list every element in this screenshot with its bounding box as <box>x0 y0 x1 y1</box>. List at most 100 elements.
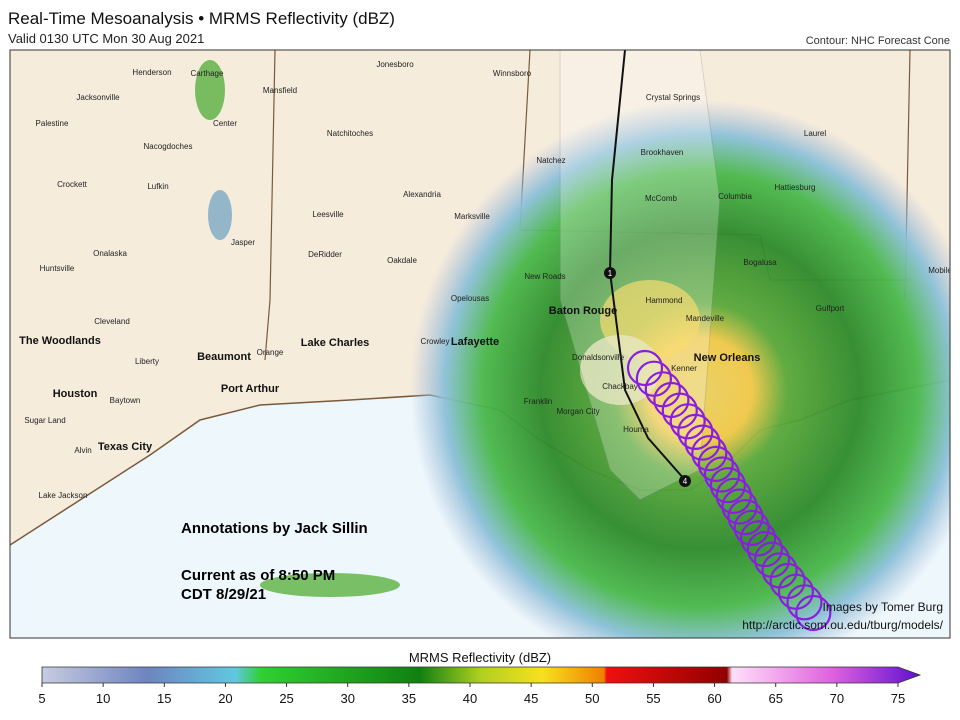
radar-band <box>260 573 400 597</box>
city-labels: Vicksburg Jackson Henderson Carthage Jonesbo… <box>19 21 952 500</box>
storm-circle <box>697 445 734 482</box>
colorbar-tick-label: 50 <box>585 691 599 706</box>
city-label: The Woodlands <box>19 335 101 347</box>
city-label: Mobile <box>928 266 952 275</box>
colorbar-title: MRMS Reflectivity (dBZ) <box>409 650 551 665</box>
storm-circle <box>739 520 777 557</box>
city-label: Cleveland <box>94 317 130 326</box>
city-label: Baytown <box>110 396 141 405</box>
city-label: Crystal Springs <box>646 93 700 102</box>
storm-circle <box>721 488 758 525</box>
colorbar-tick-label: 10 <box>96 691 110 706</box>
city-label: Liberty <box>135 357 159 366</box>
colorbar-tick-label: 75 <box>891 691 905 706</box>
colorbar <box>41 666 922 684</box>
city-label: Huntsville <box>40 264 75 273</box>
city-label: Jonesboro <box>376 60 414 69</box>
city-label: Jackson <box>673 21 702 30</box>
city-label: Laurel <box>804 129 826 138</box>
storm-circle <box>795 594 832 632</box>
radar-echo <box>410 100 950 638</box>
colorbar-tick-label: 70 <box>830 691 844 706</box>
city-label: Donaldsonville <box>572 353 625 362</box>
colorbar-tick-label: 35 <box>402 691 416 706</box>
city-label: Oakdale <box>387 256 417 265</box>
city-label: Hammond <box>646 296 683 305</box>
city-label: Lufkin <box>147 182 168 191</box>
colorbar-tick-label: 20 <box>218 691 232 706</box>
city-label: New Roads <box>524 272 565 281</box>
colorbar-tick-label: 5 <box>38 691 45 706</box>
storm-circle <box>684 424 721 461</box>
radar-cell <box>195 60 225 120</box>
track-point <box>679 475 691 487</box>
city-label: Crockett <box>57 180 88 189</box>
map: 1 4 Vicksburg Jackson Henderson Carthage Jon… <box>10 21 952 638</box>
city-label: Nacogdoches <box>144 142 193 151</box>
city-label: Jacksonville <box>76 93 120 102</box>
storm-circle <box>691 435 728 472</box>
city-label: Hattiesburg <box>775 183 816 192</box>
city-label: Center <box>213 119 237 128</box>
city-label: Marksville <box>454 212 490 221</box>
colorbar-tick-label: 25 <box>279 691 293 706</box>
city-label: Alvin <box>74 446 91 455</box>
track-point-label: 1 <box>608 269 613 278</box>
storm-circle <box>715 477 752 514</box>
city-label: Vicksburg <box>593 21 628 30</box>
city-label: Opelousas <box>451 294 489 303</box>
storm-circle <box>677 413 714 450</box>
city-label: Orange <box>257 348 284 357</box>
contour-note: Contour: NHC Forecast Cone <box>806 35 950 47</box>
radar-cell <box>208 190 232 240</box>
track-point-label: 4 <box>683 477 688 486</box>
colorbar-tick-label: 15 <box>157 691 171 706</box>
colorbar-tick-label: 65 <box>768 691 782 706</box>
city-label: Natchez <box>536 156 565 165</box>
city-label: DeRidder <box>308 250 342 259</box>
credit: Images by Tomer Burg <box>823 600 944 614</box>
city-label: Port Arthur <box>221 383 280 395</box>
city-label: Morgan City <box>556 407 599 416</box>
colorbar-tick-label: 30 <box>340 691 354 706</box>
city-label: Chackbay <box>602 382 638 391</box>
city-label: Crowley <box>421 337 450 346</box>
colorbar-tick-label: 60 <box>707 691 721 706</box>
track-point <box>604 267 616 279</box>
city-label: Lafayette <box>451 336 499 348</box>
city-label: Carthage <box>191 69 224 78</box>
city-label: Columbia <box>718 192 752 201</box>
map-frame <box>9 49 951 639</box>
city-label: Lake Jackson <box>39 491 88 500</box>
city-label: Henderson <box>132 68 171 77</box>
city-label: Kenner <box>671 364 697 373</box>
storm-circle <box>703 456 741 493</box>
city-label: Alexandria <box>403 190 441 199</box>
city-label: Brookhaven <box>641 148 684 157</box>
colorbar-tick-label: 40 <box>463 691 477 706</box>
colorbar-tick-label: 55 <box>646 691 660 706</box>
annotation: Annotations by Jack Sillin <box>181 520 368 537</box>
city-label: Texas City <box>98 441 153 453</box>
colorbar-ticks: 5 10 15 20 25 30 35 40 45 50 55 60 65 70 75 <box>38 683 905 706</box>
city-label: Gulfport <box>816 304 845 313</box>
storm-circle <box>709 467 747 504</box>
storm-circle <box>746 530 784 568</box>
city-label: Houma <box>623 425 649 434</box>
forecast-track <box>608 50 686 481</box>
city-label: Baton Rouge <box>549 305 617 317</box>
city-label: Winnsboro <box>493 69 532 78</box>
credit-url: http://arctic.som.ou.edu/tburg/models/ <box>742 618 943 632</box>
storm-circle <box>786 584 823 621</box>
storm-circle <box>727 498 764 536</box>
annotation: CDT 8/29/21 <box>181 586 266 603</box>
city-label: Sugar Land <box>24 416 65 425</box>
title: Real-Time Mesoanalysis • MRMS Reflectivi… <box>8 9 395 28</box>
storm-positions <box>626 349 832 632</box>
city-label: Onalaska <box>93 249 127 258</box>
colorbar-tick-label: 45 <box>524 691 538 706</box>
city-label: McComb <box>645 194 678 203</box>
city-label: Jasper <box>231 238 255 247</box>
storm-circle <box>669 403 706 440</box>
city-label: Mandeville <box>686 314 725 323</box>
